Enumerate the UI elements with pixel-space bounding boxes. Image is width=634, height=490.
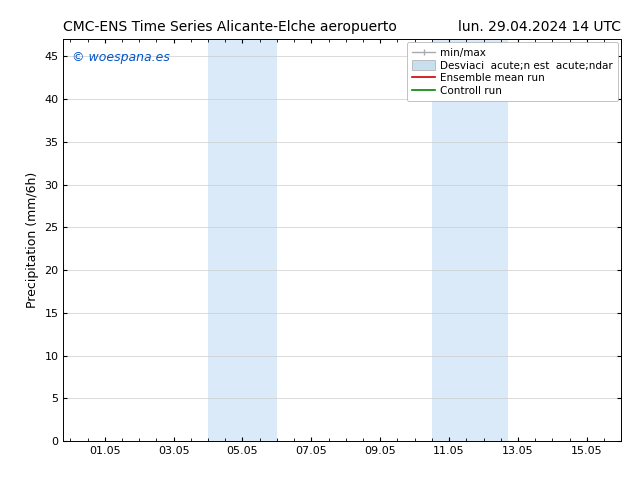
Text: CMC-ENS Time Series Alicante-Elche aeropuerto: CMC-ENS Time Series Alicante-Elche aerop… [63, 20, 398, 34]
Bar [208, 39, 277, 441]
Text: © woespana.es: © woespana.es [72, 51, 170, 64]
Bar [432, 39, 508, 441]
Legend: min/max, Desviaci  acute;n est  acute;ndar, Ensemble mean run, Controll run: min/max, Desviaci acute;n est acute;ndar… [407, 42, 618, 101]
Text: lun. 29.04.2024 14 UTC: lun. 29.04.2024 14 UTC [458, 20, 621, 34]
Y-axis label: Precipitation (mm/6h): Precipitation (mm/6h) [26, 172, 39, 308]
